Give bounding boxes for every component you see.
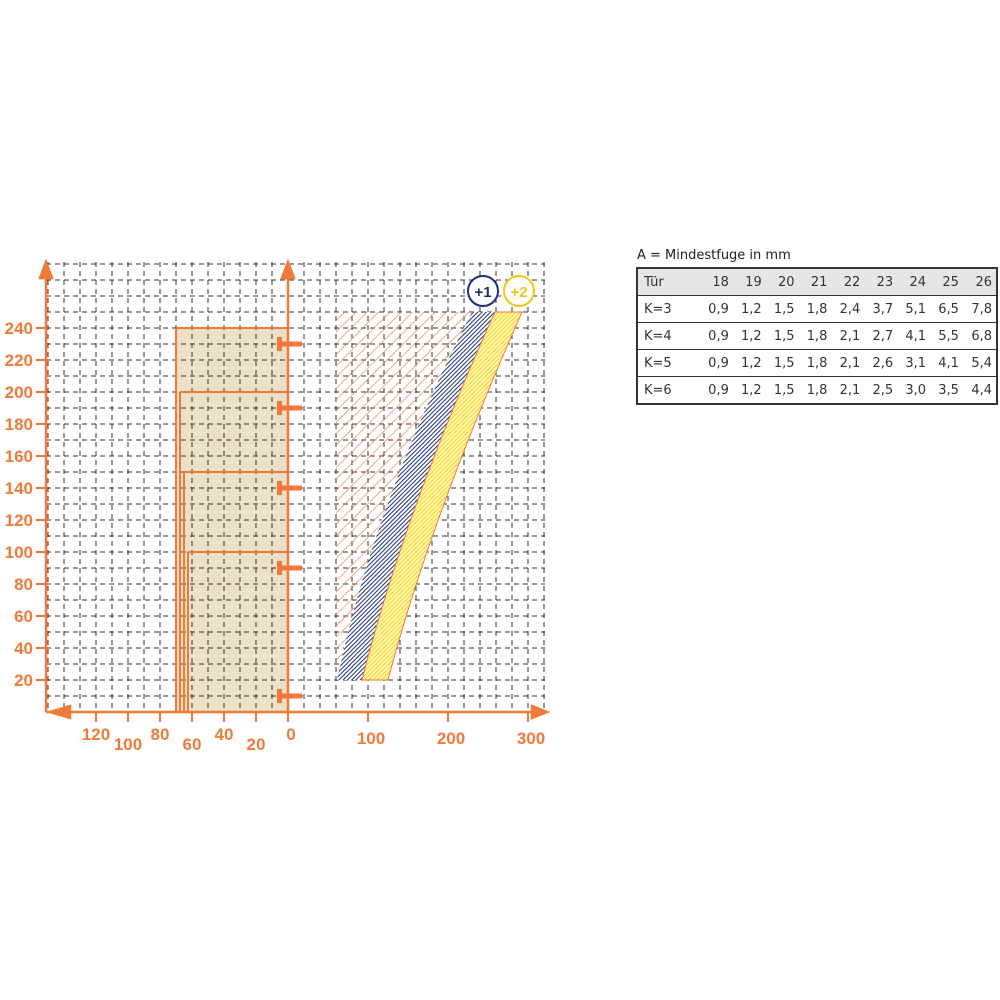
table-cell: 2,6 (864, 349, 898, 377)
table-cell: 2,5 (864, 376, 898, 404)
table-cell: 4,4 (962, 376, 997, 404)
table-cell: Tür (637, 268, 700, 296)
table-cell: 1,5 (765, 349, 799, 377)
badge-plus1-label: +1 (474, 284, 491, 301)
table-cell: 5,5 (930, 322, 963, 350)
y-tick-label: 80 (14, 575, 33, 594)
table-cell: 2,1 (831, 322, 865, 350)
table-cell: 4,1 (897, 322, 931, 350)
y-tick-label: 100 (5, 543, 33, 562)
table-cell: 0,9 (700, 349, 733, 377)
table-cell: 1,2 (732, 349, 766, 377)
table-cell: 3,1 (897, 349, 931, 377)
table-cell: 2,7 (864, 322, 898, 350)
table-cell: 3,5 (930, 376, 963, 404)
table-cell: 2,1 (831, 376, 865, 404)
table-cell: 24 (897, 268, 931, 296)
hinge-marker-icon (277, 401, 302, 415)
table-cell: 3,7 (864, 295, 898, 323)
hinge-marker-icon (277, 689, 302, 703)
y-tick-label: 140 (5, 479, 33, 498)
table-cell: 1,5 (765, 322, 799, 350)
table-cell: 23 (864, 268, 898, 296)
x-tick-left-label: 20 (247, 735, 266, 754)
chart: 2040608010012014016018020022024012010080… (5, 258, 551, 754)
table-cell: K=4 (637, 322, 700, 350)
table-cell: K=3 (637, 295, 700, 323)
table-cell: 26 (962, 268, 997, 296)
band-plus2 (361, 311, 523, 681)
table-cell: 0,9 (700, 295, 733, 323)
table-cell: 6,5 (930, 295, 963, 323)
x-tick-left-label: 100 (114, 735, 142, 754)
door-steps (175, 327, 288, 712)
y-tick-label: 180 (5, 415, 33, 434)
hinge-markers (277, 337, 302, 703)
table-cell: 1,5 (765, 376, 799, 404)
table-cell: 4,1 (930, 349, 963, 377)
hinge-marker-icon (277, 561, 302, 575)
table-cell: K=6 (637, 376, 700, 404)
y-tick-label: 220 (5, 351, 33, 370)
table-cell: 0,9 (700, 322, 733, 350)
table-cell: 25 (930, 268, 963, 296)
y-tick-label: 60 (14, 607, 33, 626)
x-tick-left-label: 40 (215, 725, 234, 744)
y-tick-label: 20 (14, 671, 33, 690)
table-row: K=5 0,9 1,2 1,5 1,8 2,1 2,6 3,1 4,1 5,4 (637, 349, 997, 377)
table-cell: 1,8 (798, 295, 832, 323)
y-tick-label: 40 (14, 639, 33, 658)
table-cell: 3,0 (897, 376, 931, 404)
table-cell: 20 (765, 268, 799, 296)
table-cell: 1,2 (732, 322, 766, 350)
table-cell: K=5 (637, 349, 700, 377)
table-caption: A = Mindestfuge in mm (637, 248, 791, 263)
table-cell: 2,4 (831, 295, 865, 323)
table-cell: 19 (732, 268, 766, 296)
table-cell: 1,8 (798, 349, 832, 377)
table-cell: 21 (798, 268, 832, 296)
table-cell: 5,1 (897, 295, 931, 323)
table-header-row: Tür 18 19 20 21 22 23 24 25 26 (637, 268, 997, 296)
table-cell: 1,8 (798, 322, 832, 350)
y-tick-label: 240 (5, 319, 33, 338)
table-cell: 5,4 (962, 349, 997, 377)
table-cell: 18 (700, 268, 733, 296)
table-cell: 0,9 (700, 376, 733, 404)
y-tick-label: 200 (5, 383, 33, 402)
hinge-marker-icon (277, 481, 302, 495)
table-cell: 1,5 (765, 295, 799, 323)
table-cell: 7,8 (962, 295, 997, 323)
table-cell: 1,8 (798, 376, 832, 404)
hatched-region (336, 312, 472, 680)
table-cell: 1,2 (732, 376, 766, 404)
y-tick-label: 120 (5, 511, 33, 530)
table-cell: 1,2 (732, 295, 766, 323)
x-tick-left-label: 0 (286, 725, 295, 744)
x-tick-left-label: 80 (151, 725, 170, 744)
badge-plus2: +2 (503, 275, 535, 307)
x-tick-right-label: 300 (517, 729, 545, 748)
hinge-marker-icon (277, 337, 302, 351)
band-plus1 (337, 312, 495, 680)
badge-plus1: +1 (467, 275, 499, 307)
x-tick-left-label: 120 (82, 725, 110, 744)
x-tick-right-label: 200 (437, 729, 465, 748)
table-cell: 22 (831, 268, 865, 296)
gap-table: Tür 18 19 20 21 22 23 24 25 26 K=3 0,9 1,2 1,5 1,8 2,4 3… (636, 267, 998, 405)
table-cell: 6,8 (962, 322, 997, 350)
table-cell: 2,1 (831, 349, 865, 377)
y-tick-label: 160 (5, 447, 33, 466)
x-tick-right-label: 100 (357, 729, 385, 748)
table-row: K=3 0,9 1,2 1,5 1,8 2,4 3,7 5,1 6,5 7,8 (637, 295, 997, 323)
x-tick-left-label: 60 (183, 735, 202, 754)
badge-plus2-label: +2 (510, 284, 527, 301)
table-row: K=4 0,9 1,2 1,5 1,8 2,1 2,7 4,1 5,5 6,8 (637, 322, 997, 350)
table-row: K=6 0,9 1,2 1,5 1,8 2,1 2,5 3,0 3,5 4,4 (637, 376, 997, 404)
